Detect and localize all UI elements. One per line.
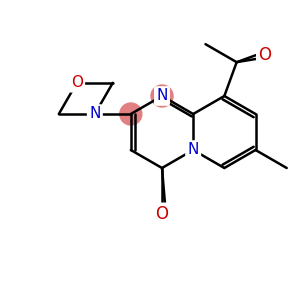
Circle shape: [151, 85, 173, 107]
Text: N: N: [156, 88, 168, 104]
Text: O: O: [71, 75, 83, 90]
Text: N: N: [188, 142, 199, 158]
Circle shape: [120, 103, 142, 125]
Text: O: O: [155, 205, 169, 223]
Text: N: N: [89, 106, 100, 122]
Text: O: O: [259, 46, 272, 64]
